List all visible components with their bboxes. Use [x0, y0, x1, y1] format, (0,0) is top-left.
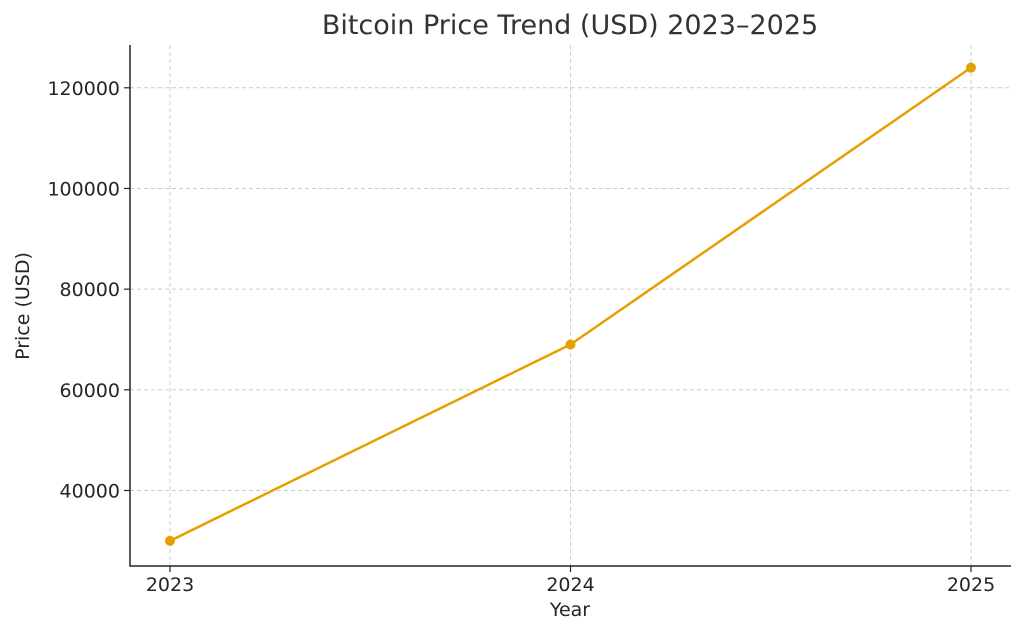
series-layer	[165, 62, 976, 546]
x-tick-label: 2024	[546, 574, 594, 596]
y-tick-label: 100000	[47, 178, 120, 200]
y-axis-label: Price (USD)	[12, 252, 34, 360]
axis-ticks: 40000 60000 80000 100000 120000 2023 2024 2025	[47, 78, 995, 596]
x-axis-label: Year	[549, 599, 590, 621]
data-point	[165, 535, 175, 546]
chart-title: Bitcoin Price Trend (USD) 2023–2025	[322, 10, 818, 41]
y-tick-label: 120000	[47, 78, 120, 100]
x-tick-label: 2023	[146, 574, 194, 596]
axis-spines	[129, 45, 1011, 567]
data-point	[565, 339, 576, 350]
x-tick-label: 2025	[947, 574, 995, 596]
y-tick-label: 60000	[60, 380, 120, 402]
y-tick-label: 80000	[60, 279, 120, 301]
y-tick-label: 40000	[60, 480, 120, 502]
gridlines	[130, 45, 1011, 566]
data-point	[966, 62, 976, 73]
